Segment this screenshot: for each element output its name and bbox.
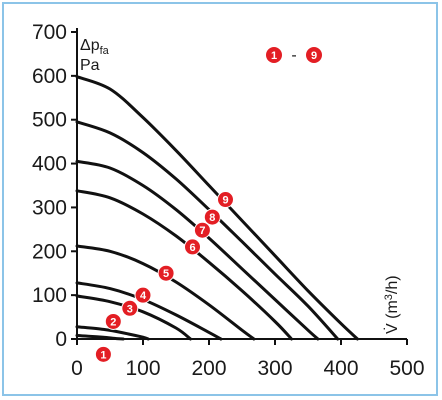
curve-marker-label: 7 [199, 225, 205, 237]
curve-marker-label: 3 [127, 303, 133, 315]
x-tick-label: 300 [257, 357, 292, 380]
y-tick-label: 300 [32, 196, 67, 219]
y-tick-label: 100 [32, 284, 67, 307]
x-axis-label-tail: /h) [384, 275, 401, 294]
legend-marker-last-label: 9 [311, 50, 317, 62]
fan-curve-7 [75, 159, 320, 341]
fan-curve-2 [75, 325, 150, 341]
y-tick-label: 600 [32, 65, 67, 88]
x-tick-label: 500 [389, 357, 424, 380]
y-tick-label: 0 [55, 328, 67, 351]
curve-marker-8 [204, 209, 220, 225]
y-tick-label: 700 [32, 21, 67, 44]
legend-separator: - [291, 47, 296, 64]
x-axis-label: V̇ (m3/h) [383, 275, 401, 334]
curve-marker-label: 1 [100, 349, 106, 361]
y-tick-label: 400 [32, 153, 67, 176]
legend-marker-last [306, 47, 322, 63]
curve-marker-label: 4 [140, 290, 147, 302]
curve-marker-3 [122, 300, 138, 316]
curve-marker-2 [105, 313, 121, 329]
x-tick-label: 200 [191, 357, 226, 380]
legend-marker-first [266, 47, 282, 63]
y-axis-label-main: Δp [80, 37, 100, 54]
y-axis-label: Δpfa [80, 37, 110, 57]
y-axis-ticks: 0 100 200 300 400 500 600 700 [32, 21, 77, 351]
x-axis-label-main: V̇ (m [383, 300, 401, 334]
curve-marker-6 [185, 239, 200, 255]
x-tick-label: 100 [125, 357, 160, 380]
curves-group [75, 75, 359, 341]
curve-marker-9 [218, 192, 233, 208]
curve-marker-5 [158, 265, 174, 281]
curve-marker-4 [135, 287, 151, 303]
x-axis-label-sup: 3 [383, 294, 395, 300]
curve-marker-label: 8 [209, 212, 215, 224]
curve-marker-label: 6 [189, 242, 195, 254]
x-tick-label: 400 [323, 357, 358, 380]
curve-marker-7 [194, 222, 210, 238]
y-axis-unit: Pa [80, 57, 100, 74]
fan-curve-5 [75, 244, 256, 341]
x-tick-label: 0 [71, 357, 83, 380]
curve-marker-label: 9 [222, 195, 228, 207]
fan-curve-9 [75, 75, 359, 341]
fan-curve-4 [75, 281, 223, 341]
x-axis-ticks: 0 100 200 300 400 500 [71, 339, 425, 380]
y-axis-label-sub: fa [100, 45, 110, 57]
curve-marker-1 [95, 346, 111, 362]
y-tick-label: 500 [32, 109, 67, 132]
y-tick-label: 200 [32, 240, 67, 263]
curve-marker-label: 2 [110, 316, 116, 328]
curve-marker-label: 5 [163, 268, 169, 280]
legend-marker-first-label: 1 [271, 50, 277, 62]
fan-curve-3 [75, 294, 192, 341]
legend: 1 - 9 [266, 47, 322, 64]
fan-curve-1 [75, 334, 125, 341]
